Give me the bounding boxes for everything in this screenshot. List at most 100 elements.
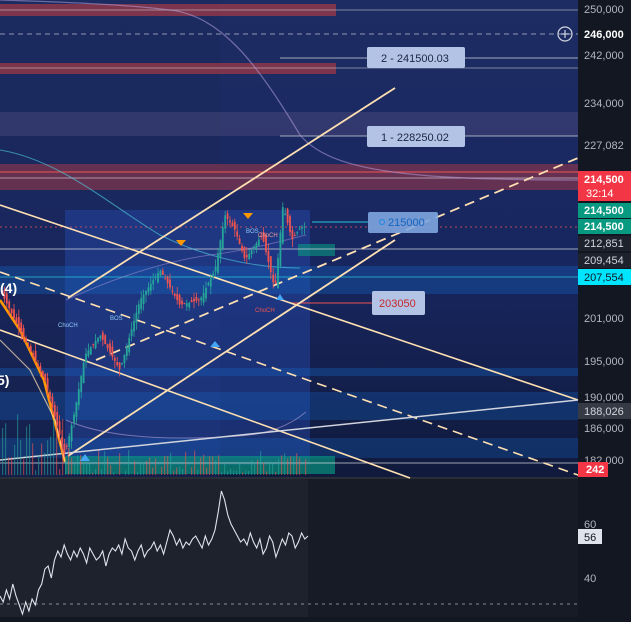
volume-bar [68,448,69,475]
volume-bar [287,459,288,475]
candle-body [47,378,49,389]
volume-zone [298,244,335,256]
candle-body [215,267,217,272]
stop-label[interactable]: 203050 [372,291,425,315]
choch-marker: ChoCH [258,233,278,239]
volume-bar [35,470,36,475]
candle-body [244,247,246,259]
candle-body [198,300,200,301]
oscillator-value: 56 [584,532,596,544]
volume-bar [38,455,39,475]
candle-body [174,294,176,296]
candle-body [140,298,142,309]
candle-body [217,254,219,273]
volume-bar [278,459,279,475]
volume-bar [53,420,54,475]
candle-body [95,341,97,348]
volume-bar [203,455,204,475]
volume-bar [251,460,252,475]
candle-body [11,309,13,313]
volume-bar [212,456,213,475]
candle-body [78,389,80,405]
candle-body [287,209,289,223]
volume-bar [8,457,9,475]
volume-bar [230,469,231,475]
candle-body [119,363,121,370]
volume-bar [119,453,120,475]
volume-bar [167,456,168,475]
volume-bar [77,455,78,475]
candle-body [220,240,222,257]
candle-body [128,338,130,353]
volume-bar [125,470,126,475]
volume-bar [149,458,150,475]
target-label-2[interactable]: 2 - 241500.03 [367,47,465,68]
candle-body [179,295,181,304]
volume-bar [209,456,210,475]
resistance-zone [0,63,336,74]
volume-bar [182,469,183,475]
supply-zone [0,112,578,136]
volume-bar [146,461,147,475]
volume-bar [272,463,273,475]
candle-body [49,392,51,399]
volume-bar [23,459,24,475]
volume-bar [194,450,195,475]
volume-bar [107,457,108,475]
volume-bar [161,467,162,475]
candle-body [100,336,102,339]
volume-bar [221,472,222,475]
candle-body [13,309,15,318]
candle-body [116,362,118,365]
volume-bar [29,424,30,475]
volume-bar [296,453,297,475]
price-tick: 186,000 [584,423,624,435]
volume-bar [176,468,177,475]
volume-bar [170,453,171,475]
volume-bar [197,470,198,475]
candle-body [37,364,39,366]
price-tick: 190,000 [584,392,624,404]
volume-bar [191,467,192,475]
volume-bar [2,428,3,475]
candle-body [131,329,133,336]
volume-bar [47,440,48,475]
volume-bar [26,426,27,475]
candle-body [282,207,284,243]
svg-text:214,500: 214,500 [584,205,624,217]
svg-text:209,454: 209,454 [584,255,624,267]
candle-body [191,300,193,302]
candle-body [275,281,277,284]
candle-body [239,238,241,243]
target-label-1[interactable]: 1 - 228250.02 [367,126,465,147]
candle-body [20,323,22,333]
candle-body [229,220,231,222]
candle-body [299,229,301,230]
volume-bar [83,460,84,475]
candle-body [133,321,135,331]
candle-body [253,247,255,250]
candle-body [97,338,99,342]
volume-bar [155,458,156,475]
candle-body [160,271,162,276]
volume-bar [5,423,6,475]
candle-body [16,317,18,322]
volume-bar [104,451,105,475]
volume-bar [20,440,21,475]
candle-body [203,293,205,303]
volume-bar [242,472,243,475]
candle-body [83,363,85,383]
wave-label-5: 5) [0,372,9,388]
volume-bar [62,419,63,475]
candle-body [296,232,298,233]
volume-bar [293,457,294,475]
volume-bar [101,469,102,475]
svg-text:214,500: 214,500 [584,221,624,233]
candle-body [35,351,37,361]
candle-body [196,297,198,301]
candle-body [208,283,210,285]
candle-body [169,280,171,288]
candle-body [8,302,10,309]
volume-bar [50,437,51,475]
